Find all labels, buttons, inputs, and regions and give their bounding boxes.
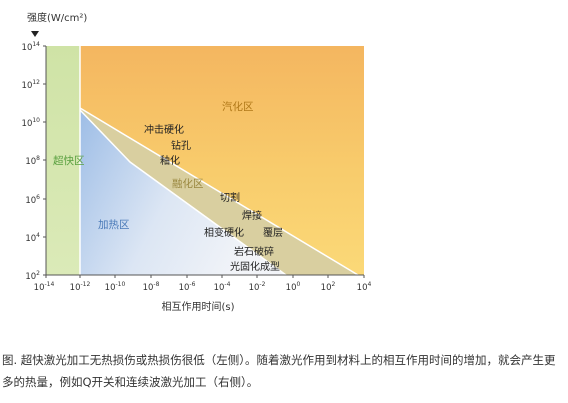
x-tick-label: 10-10: [105, 281, 126, 293]
y-tick-label: 1012: [22, 79, 41, 91]
laser-regime-diagram: 强度(W/cm²) 1014 1012 1010 108 106 104 102…: [22, 11, 372, 313]
y-tick-label: 108: [25, 155, 40, 167]
y-tick-label: 1014: [22, 41, 41, 53]
y-tick-label: 104: [25, 232, 40, 244]
process-label: 钻孔: [171, 139, 191, 152]
y-tick-label: 102: [25, 270, 40, 282]
figure-caption: 图. 超快激光加工无热损伤或热损伤很低（左侧）。随着激光作用到材料上的相互作用时…: [2, 353, 556, 389]
vaporization-region: [80, 46, 364, 275]
x-tick-label: 102: [321, 281, 336, 293]
x-tick-label: 10-4: [214, 281, 231, 293]
process-labels: 冲击硬化 钻孔 釉化 切割 焊接 相变硬化 覆层 岩石破碎 光固化成型: [144, 123, 283, 273]
heating-region: [80, 110, 286, 275]
process-label: 釉化: [160, 154, 180, 167]
ultrafast-region-label: 超快区: [53, 154, 85, 167]
x-tick-label: 10-6: [179, 281, 196, 293]
x-tick-label: 10-2: [249, 281, 266, 293]
process-label: 冲击硬化: [144, 123, 184, 136]
x-tick-label: 10-8: [143, 281, 160, 293]
process-label: 岩石破碎: [234, 245, 274, 258]
vaporization-region-label: 汽化区: [222, 100, 254, 113]
y-axis-arrow-icon: [31, 31, 39, 37]
y-tick-label: 106: [25, 194, 40, 206]
y-axis-title: 强度(W/cm²): [27, 11, 87, 24]
x-tick-label: 10-12: [70, 281, 91, 293]
process-label: 覆层: [263, 227, 283, 239]
x-axis-title: 相互作用时间(s): [161, 300, 234, 313]
process-label: 切割: [220, 191, 240, 204]
x-tick-marks: [45, 275, 365, 278]
y-tick-label: 1010: [22, 117, 41, 129]
heating-region-label: 加热区: [98, 218, 130, 231]
process-label: 相变硬化: [204, 226, 244, 239]
x-tick-label: 10-14: [34, 281, 55, 293]
x-tick-label: 104: [357, 281, 372, 293]
melting-boundary: [79, 109, 287, 276]
melting-region-label: 融化区: [172, 177, 204, 190]
process-label: 焊接: [242, 209, 262, 222]
x-tick-label: 100: [286, 281, 301, 293]
vaporization-boundary: [79, 107, 359, 276]
process-label: 光固化成型: [230, 260, 280, 273]
y-tick-labels: 1014 1012 1010 108 106 104 102: [22, 41, 41, 282]
x-tick-labels: 10-14 10-12 10-10 10-8 10-6 10-4 10-2 10…: [34, 281, 372, 293]
ultrafast-region: [46, 46, 80, 275]
